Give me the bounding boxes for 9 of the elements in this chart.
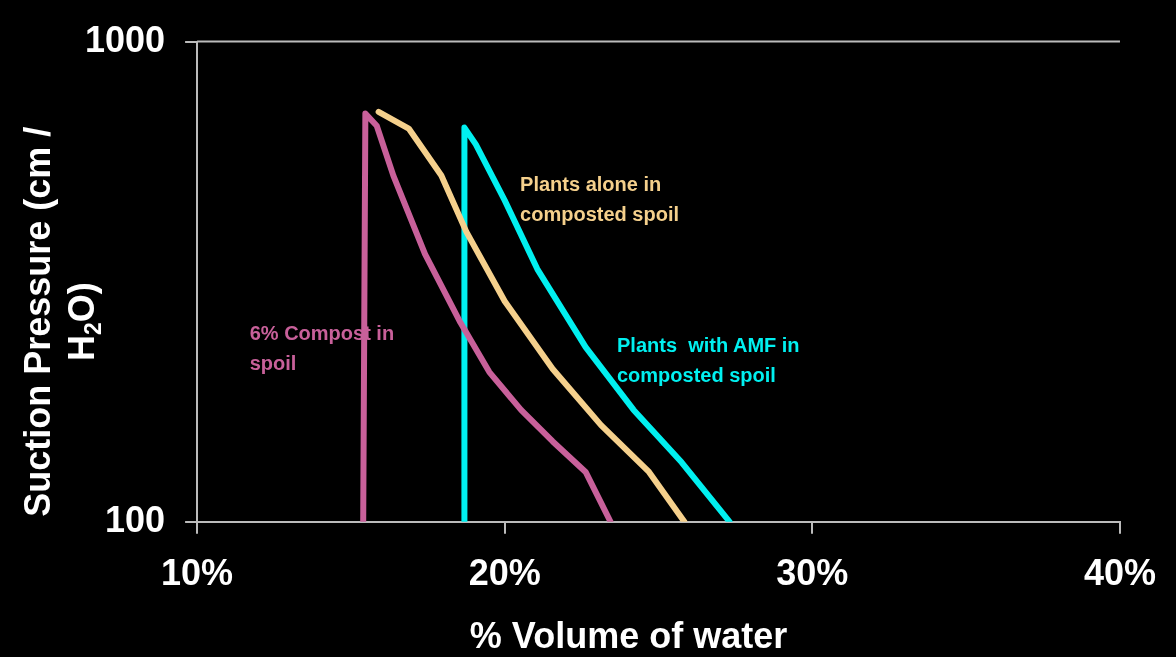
x-tick-label: 20% (468, 552, 541, 594)
y-tick-label: 100 (105, 498, 166, 540)
x-tick-label: 10% (161, 552, 234, 594)
x-tick-label: 30% (776, 552, 849, 594)
text: Plants alone in composted spoil (520, 173, 679, 226)
series-label: Plants with AMF in composted spoil (617, 334, 800, 387)
x-axis-title: % Volume of water (469, 614, 788, 656)
x-tick-label: 40% (1083, 552, 1156, 594)
y-tick-label: 1000 (84, 18, 166, 60)
